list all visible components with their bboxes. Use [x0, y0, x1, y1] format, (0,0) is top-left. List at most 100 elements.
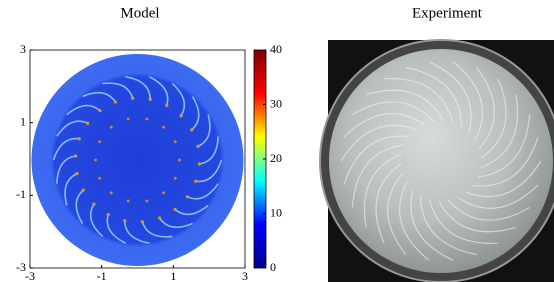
swirl: [64, 172, 78, 206]
particle: [165, 103, 169, 107]
particle: [145, 199, 149, 203]
particle: [113, 100, 118, 104]
particle: [196, 144, 200, 148]
streak: [351, 144, 405, 208]
colorbar-tick-label: 40: [270, 42, 282, 56]
streak: [480, 94, 519, 169]
particle: [173, 176, 177, 180]
streak: [387, 172, 407, 255]
particle: [185, 195, 189, 199]
streak: [410, 189, 454, 261]
swirl: [75, 189, 84, 224]
swirl: [187, 183, 219, 200]
particle: [86, 121, 90, 125]
particle: [162, 125, 166, 129]
particle: [109, 125, 113, 129]
particle: [98, 109, 102, 113]
colorbar-tick-label: 0: [270, 260, 276, 274]
streak: [477, 114, 531, 178]
swirl: [171, 82, 186, 117]
particle: [106, 213, 110, 217]
streak: [419, 195, 477, 256]
particle: [109, 191, 113, 195]
swirl: [141, 221, 173, 238]
swirl: [191, 96, 200, 131]
particle: [178, 158, 181, 162]
particle: [75, 172, 79, 176]
particle: [179, 114, 183, 118]
particle: [92, 202, 96, 206]
chart-title: Experiment: [412, 5, 483, 21]
particle: [140, 220, 144, 224]
streak: [428, 199, 498, 244]
particle: [197, 162, 201, 166]
x-tick-label: -1: [97, 269, 107, 282]
swirl: [149, 76, 169, 106]
particle: [173, 140, 177, 144]
particle: [77, 137, 81, 141]
streak: [365, 89, 444, 122]
streak: [448, 199, 530, 221]
colorbar-tick-label: 10: [270, 205, 282, 219]
streak: [457, 184, 539, 209]
streak: [384, 78, 454, 123]
y-tick-label: 1: [20, 114, 26, 128]
swirl: [52, 137, 80, 161]
x-tick-label: 1: [170, 269, 176, 282]
particle: [173, 207, 177, 211]
swirl: [199, 136, 219, 165]
streak: [375, 163, 402, 244]
particle: [148, 97, 152, 101]
colorbar-tick-label: 20: [270, 151, 282, 165]
particle: [98, 176, 102, 180]
streak: [363, 153, 402, 228]
simulation-disk: [31, 54, 244, 266]
streak: [343, 135, 410, 186]
particle: [194, 179, 198, 183]
x-tick-label: -3: [25, 269, 35, 282]
swirl: [197, 114, 211, 148]
particle: [126, 199, 130, 203]
streak: [343, 113, 425, 138]
streak: [399, 181, 430, 261]
streak: [480, 78, 507, 159]
streak: [405, 66, 463, 127]
streak: [428, 61, 472, 133]
particle: [145, 117, 149, 121]
particle: [94, 158, 97, 162]
particle: [131, 96, 135, 100]
y-tick-label: -1: [16, 187, 26, 201]
swirl: [66, 104, 101, 116]
swirl: [56, 120, 88, 137]
swirl: [123, 220, 150, 244]
swirl: [82, 91, 117, 103]
swirl: [89, 203, 104, 238]
streak: [465, 160, 542, 198]
swirl: [195, 159, 223, 183]
particle: [81, 188, 85, 192]
particle: [126, 117, 130, 121]
particle: [190, 128, 194, 132]
particle: [74, 154, 78, 158]
chart-title: Model: [120, 5, 159, 21]
swirl: [158, 217, 193, 229]
streak: [352, 101, 434, 123]
dish: [329, 49, 553, 273]
swirl: [125, 76, 152, 100]
streak: [438, 200, 517, 233]
swirl: [56, 155, 76, 184]
streak: [472, 136, 539, 187]
swirl: [106, 214, 126, 244]
y-tick-label: -3: [16, 260, 26, 274]
particle: [157, 216, 162, 220]
colorbar-tick-label: 30: [270, 96, 282, 110]
streak: [452, 61, 483, 141]
x-tick-label: 3: [242, 269, 248, 282]
particle: [98, 140, 102, 144]
swirl: [102, 82, 134, 99]
swirl: [174, 204, 209, 216]
particle: [123, 219, 127, 223]
particle: [162, 191, 166, 195]
streak: [475, 67, 495, 150]
